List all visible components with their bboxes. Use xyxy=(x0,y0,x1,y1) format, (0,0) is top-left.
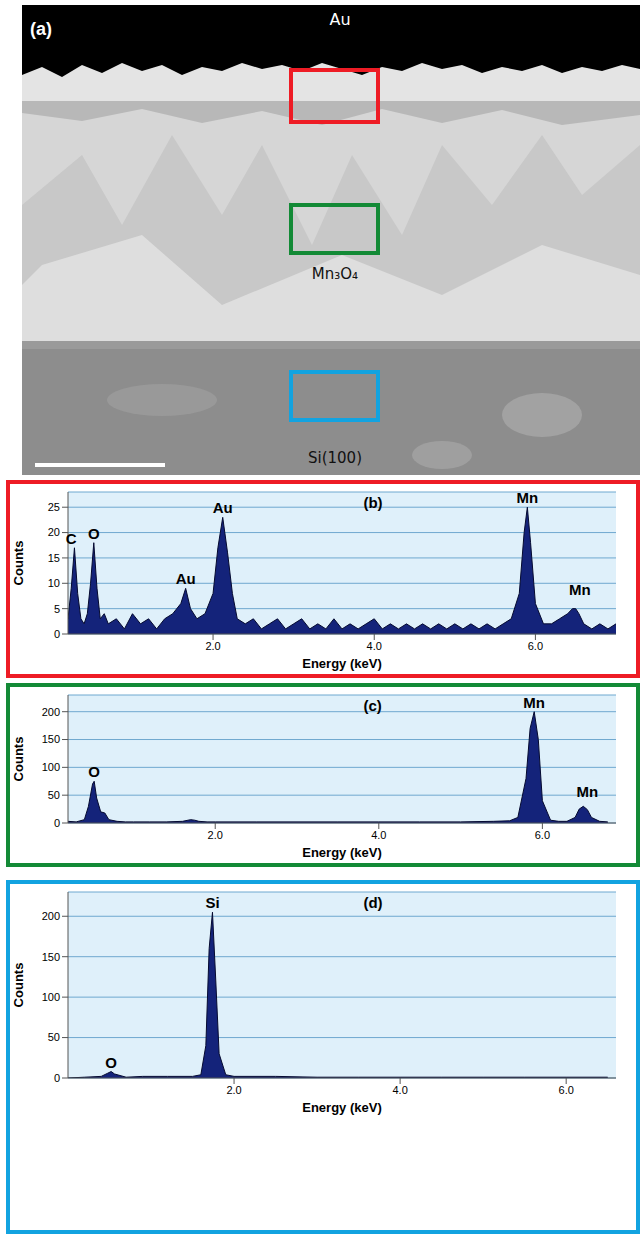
svg-text:0: 0 xyxy=(54,1072,60,1084)
svg-text:150: 150 xyxy=(42,733,60,745)
svg-text:Si: Si xyxy=(205,894,219,911)
svg-text:(a): (a) xyxy=(30,19,52,39)
svg-text:0: 0 xyxy=(54,628,60,640)
svg-text:Mn: Mn xyxy=(577,783,599,800)
svg-text:6.0: 6.0 xyxy=(528,640,543,652)
svg-text:50: 50 xyxy=(48,1031,60,1043)
svg-text:0: 0 xyxy=(54,817,60,829)
svg-text:Counts: Counts xyxy=(11,963,26,1008)
svg-text:Mn: Mn xyxy=(517,489,539,506)
html-text:(b): (b) xyxy=(363,494,383,511)
svg-text:Si(100): Si(100) xyxy=(308,449,362,467)
svg-text:4.0: 4.0 xyxy=(392,1084,407,1096)
svg-text:Mn: Mn xyxy=(569,581,591,598)
svg-text:Mn: Mn xyxy=(523,694,545,711)
svg-text:O: O xyxy=(88,763,100,780)
svg-text:C: C xyxy=(66,530,77,547)
svg-text:Mn₃O₄: Mn₃O₄ xyxy=(312,265,358,283)
svg-text:4.0: 4.0 xyxy=(371,829,386,841)
svg-text:Au: Au xyxy=(176,570,196,587)
svg-text:O: O xyxy=(88,525,100,542)
svg-text:200: 200 xyxy=(42,706,60,718)
svg-text:4.0: 4.0 xyxy=(367,640,382,652)
svg-text:100: 100 xyxy=(42,761,60,773)
svg-text:Counts: Counts xyxy=(11,541,26,586)
svg-text:20: 20 xyxy=(48,526,60,538)
svg-text:6.0: 6.0 xyxy=(535,829,550,841)
svg-text:Counts: Counts xyxy=(11,737,26,782)
svg-text:6.0: 6.0 xyxy=(559,1084,574,1096)
svg-text:2.0: 2.0 xyxy=(205,640,220,652)
html-text:(c): (c) xyxy=(363,697,382,714)
svg-text:50: 50 xyxy=(48,789,60,801)
html-text:(d): (d) xyxy=(363,894,383,911)
svg-text:150: 150 xyxy=(42,951,60,963)
svg-text:200: 200 xyxy=(42,910,60,922)
svg-text:Au: Au xyxy=(213,499,233,516)
svg-text:Energy (keV): Energy (keV) xyxy=(302,656,381,671)
svg-text:15: 15 xyxy=(48,552,60,564)
svg-text:10: 10 xyxy=(48,577,60,589)
svg-text:5: 5 xyxy=(54,603,60,615)
svg-text:Au: Au xyxy=(329,10,350,29)
svg-text:2.0: 2.0 xyxy=(208,829,223,841)
svg-text:O: O xyxy=(105,1054,117,1071)
svg-text:Energy (keV): Energy (keV) xyxy=(302,845,381,860)
svg-text:2.0: 2.0 xyxy=(226,1084,241,1096)
svg-text:100: 100 xyxy=(42,991,60,1003)
svg-text:25: 25 xyxy=(48,501,60,513)
svg-text:Energy (keV): Energy (keV) xyxy=(302,1100,381,1115)
